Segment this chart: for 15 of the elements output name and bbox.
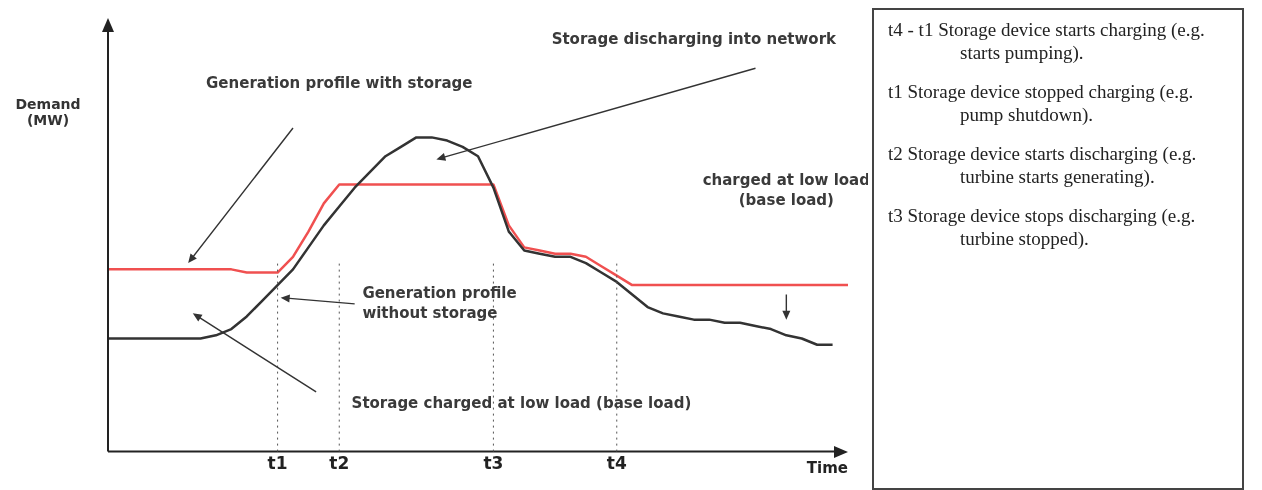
text: Storage discharging into network: [551, 29, 838, 48]
text: t3 Storage device stops discharging (e.g. turbine stopped).: [888, 204, 1197, 250]
annotation: charged at low load (base load): [702, 171, 870, 210]
x-tick-label: t1: [267, 453, 288, 474]
text: Generation profile with storage: [206, 73, 473, 92]
x-tick-label: t3: [483, 453, 504, 474]
text: t1 Storage device stopped charging (e.g. pump shutdown).: [888, 80, 1195, 126]
text: t2 Storage device starts discharging (e.g. turbine starts generating).: [888, 142, 1198, 188]
x-tick-label: t4: [606, 453, 627, 474]
text: t4 - t1 Storage device starts charging (e.g. starts pumping).: [888, 18, 1206, 64]
annotation: Generation profile without storage: [362, 284, 517, 323]
x-axis-title: Time: [806, 458, 848, 477]
y-axis-title: Demand (MW): [14, 96, 82, 128]
annotation: Storage charged at low load (base load): [351, 394, 692, 413]
x-tick-label: t2: [329, 453, 350, 474]
